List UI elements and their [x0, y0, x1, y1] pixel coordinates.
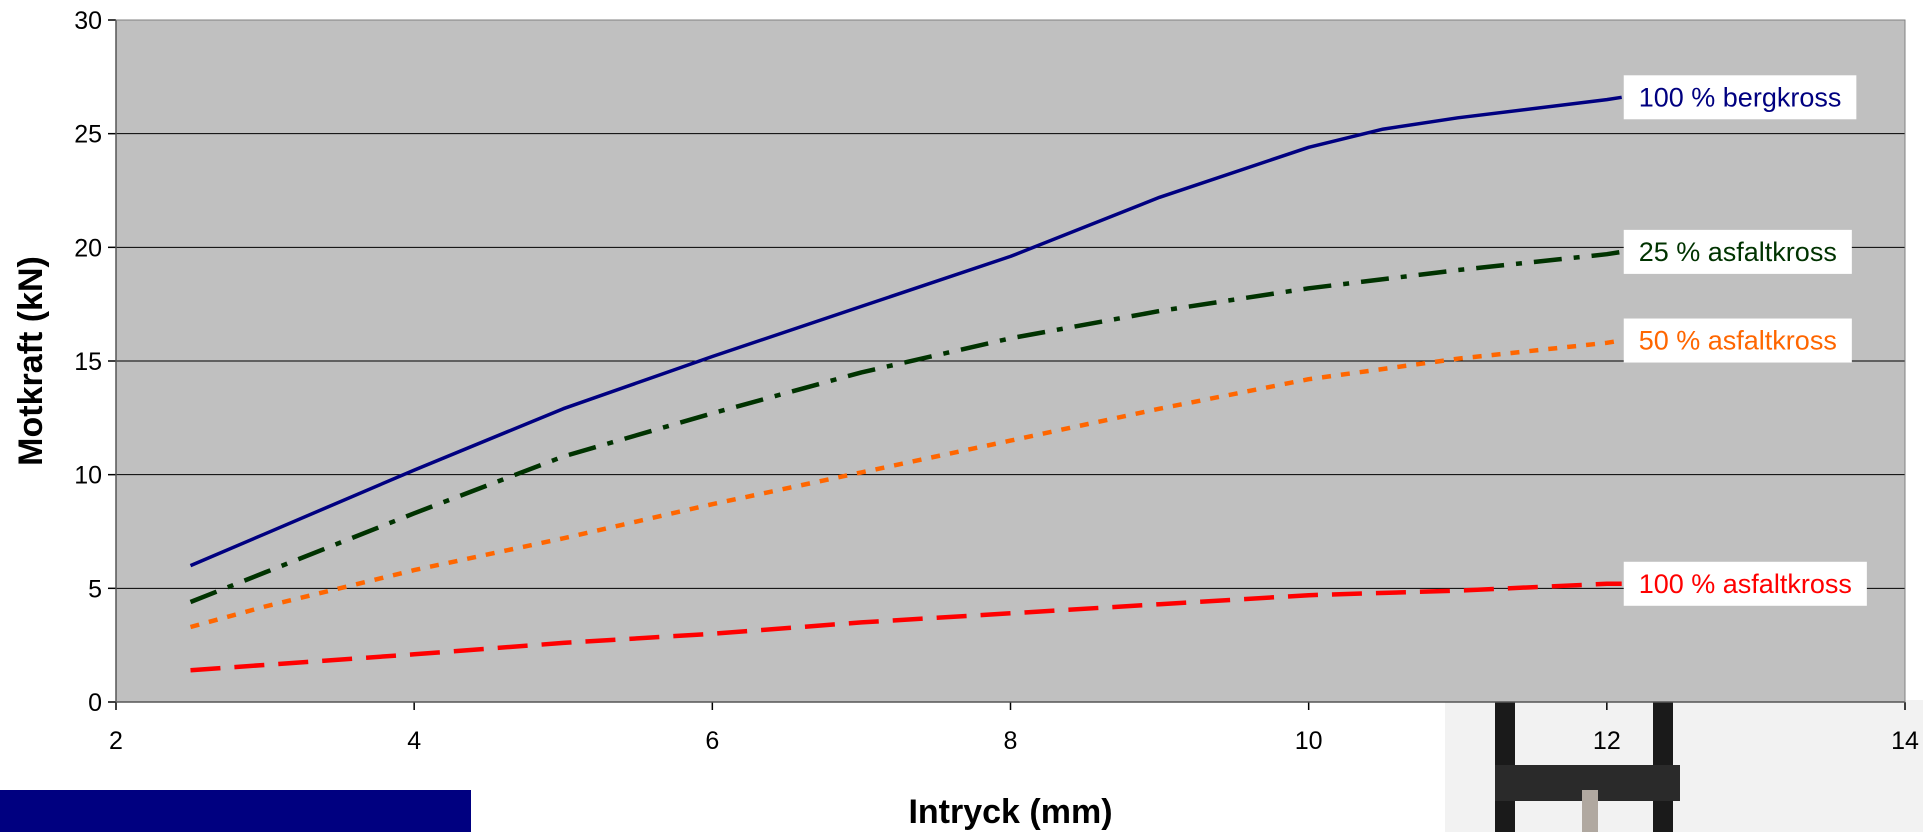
x-tick-label: 2 — [109, 727, 123, 755]
x-axis-title: Intryck (mm) — [908, 793, 1112, 831]
y-tick-label: 15 — [74, 348, 102, 376]
series-label-box-2 — [1623, 318, 1852, 363]
x-tick-label: 14 — [1891, 727, 1919, 755]
series-label-1: 25 % asfaltkross — [1639, 237, 1837, 267]
y-tick-label: 25 — [74, 121, 102, 149]
series-label-2: 50 % asfaltkross — [1639, 326, 1837, 356]
series-line-0 — [189, 95, 1622, 568]
series-line-3 — [190, 581, 1622, 673]
plot-border — [115, 19, 1906, 703]
x-tick-label: 4 — [407, 727, 421, 755]
x-tick-label: 12 — [1593, 727, 1621, 755]
y-axis-title: Motkraft (kN) — [12, 256, 50, 466]
decorative-blue-bar — [0, 790, 471, 832]
series-lines — [189, 95, 1623, 673]
series-label-box-1 — [1623, 229, 1852, 274]
series-label-box-3 — [1623, 561, 1867, 606]
y-tick-label: 5 — [88, 575, 102, 603]
x-tick-label: 8 — [1004, 727, 1018, 755]
axes — [108, 19, 1906, 710]
x-tick-label: 6 — [705, 727, 719, 755]
y-tick-label: 30 — [74, 7, 102, 35]
x-tick-label: 10 — [1295, 727, 1323, 755]
series-labels: 100 % bergkross 25 % asfaltkross 50 % asfa… — [1623, 75, 1867, 606]
series-line-1 — [189, 249, 1623, 605]
y-tick-label: 0 — [88, 689, 102, 717]
tick-labels: 0 5 10 15 20 25 30 2 4 6 8 10 12 14 — [74, 7, 1919, 755]
photo-decoration — [1445, 700, 1923, 832]
y-tick-label: 20 — [74, 234, 102, 262]
y-tick-label: 10 — [74, 462, 102, 490]
series-label-box-0 — [1623, 75, 1857, 120]
series-line-2 — [189, 338, 1623, 630]
series-label-3: 100 % asfaltkross — [1639, 569, 1852, 599]
series-label-0: 100 % bergkross — [1639, 82, 1842, 112]
